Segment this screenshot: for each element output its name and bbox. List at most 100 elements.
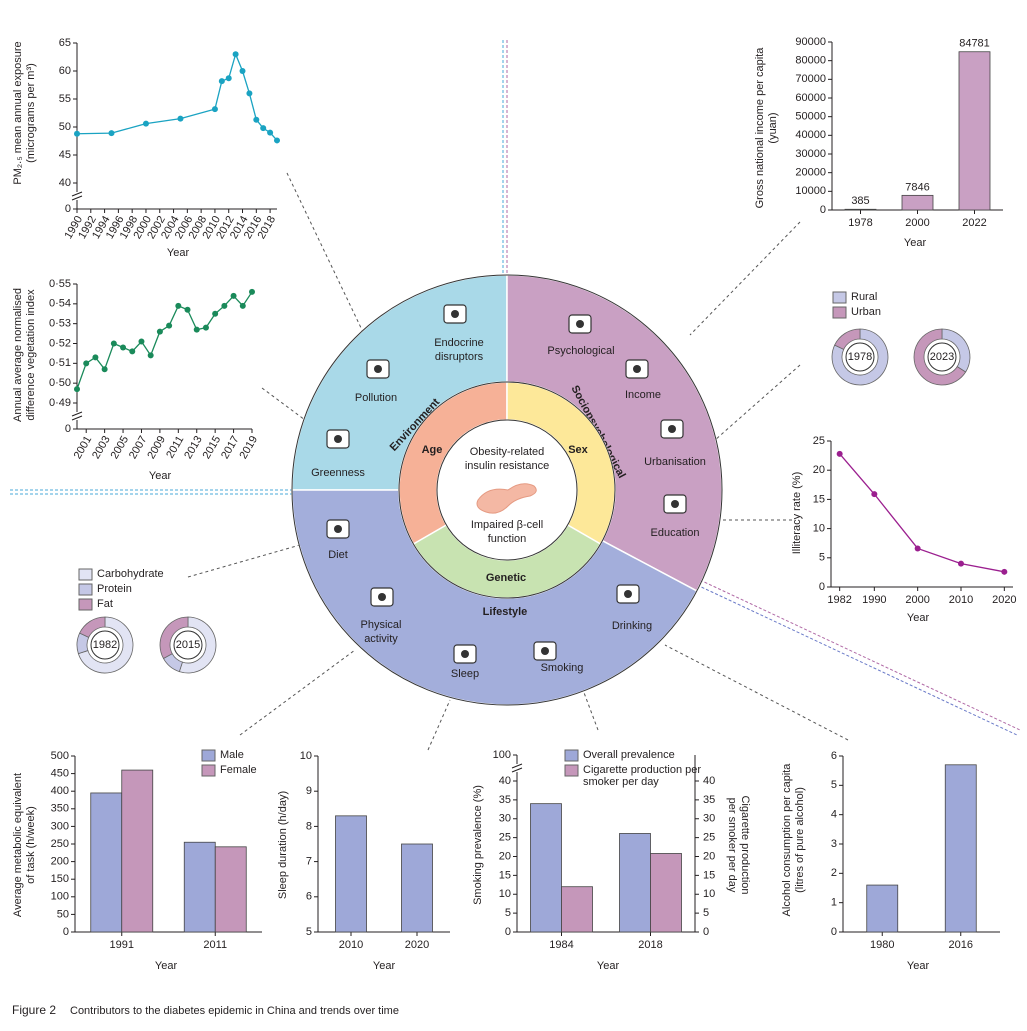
x-tick-label: 2017 (219, 434, 242, 461)
bar (866, 884, 899, 933)
legend-swatch (78, 583, 93, 596)
x-tick-label: 2003 (90, 434, 113, 461)
axis-break (71, 411, 83, 417)
point (120, 344, 127, 351)
center-label: insulin resistance (465, 460, 549, 472)
y-tick-label: 10 (300, 750, 312, 762)
bar (619, 833, 651, 933)
legend-label: Cigarette production per smoker per day (583, 764, 702, 788)
y-tick-label: 15 (813, 493, 825, 505)
data-label: 84781 (959, 38, 990, 50)
y-tick-label: 15 (499, 869, 511, 881)
center-label: Obesity-related (470, 446, 545, 458)
y-tick-label: 55 (59, 93, 71, 105)
factor-icon (461, 650, 469, 658)
axis-title: (litres of pure alcohol) (794, 787, 806, 893)
point (92, 354, 99, 361)
legend-swatch (201, 749, 216, 762)
y-tick-label: 450 (51, 768, 69, 780)
factor-icon (668, 425, 676, 433)
bar (90, 792, 123, 933)
x-axis-title: Year (597, 960, 620, 972)
y2-tick-label: 30 (703, 813, 715, 825)
x-tick-label: 2000 (905, 217, 929, 229)
x-tick-label: 2016 (949, 939, 973, 951)
donut-label: 1978 (848, 351, 872, 363)
x-tick-label: 2020 (992, 594, 1016, 606)
legend-label-box: Fat (97, 598, 113, 610)
point (230, 292, 237, 299)
y-tick-label: 3 (831, 838, 837, 850)
point (177, 115, 184, 122)
y-tick-label: 0·50 (49, 377, 71, 389)
x-tick-label: 2020 (405, 939, 429, 951)
diagram-outline (291, 274, 723, 706)
y2-tick-label: 35 (703, 794, 715, 806)
legend-swatch (832, 291, 847, 304)
bar (183, 841, 216, 933)
axis-title: (micrograms per m³) (25, 63, 37, 163)
y-tick-label: 0·51 (49, 357, 71, 369)
legend-label: Female (220, 764, 257, 776)
y-tick-label: 2 (831, 867, 837, 879)
donut-segment (834, 328, 861, 350)
y-tick-label: 250 (51, 838, 69, 850)
factor-icon (541, 647, 549, 655)
legend-label-box: Female (220, 764, 257, 776)
y-tick-label: 6 (831, 750, 837, 762)
y-tick-label: 60000 (795, 92, 826, 104)
x-tick-label: 2018 (638, 939, 662, 951)
point (211, 106, 218, 113)
donut-label: 2023 (930, 351, 954, 363)
y-tick-label: 4 (831, 809, 837, 821)
x-tick-label: 2015 (201, 434, 224, 461)
y-tick-label: 500 (51, 750, 69, 762)
y-tick-label: 30 (499, 813, 511, 825)
x-tick-label: 2009 (145, 434, 168, 461)
axis-title: Illiteracy rate (%) (791, 472, 803, 555)
point (74, 130, 80, 137)
point (202, 324, 209, 331)
x-tick-label: 2007 (127, 434, 150, 461)
data-label: 7846 (905, 181, 929, 193)
axis-title: (yuan) (767, 112, 779, 143)
bar (944, 764, 977, 933)
legend-label: Carbohydrate (97, 568, 164, 580)
x-tick-label: 2000 (905, 594, 929, 606)
y-tick-label: 5 (819, 552, 825, 564)
y-tick-label: 70000 (795, 73, 826, 85)
factor-icon (451, 310, 459, 318)
x-tick-label: 2010 (949, 594, 973, 606)
point (129, 348, 136, 355)
point (246, 90, 253, 97)
point (1001, 568, 1008, 575)
factor-label: Smoking (541, 662, 584, 674)
y-tick-label: 10000 (795, 185, 826, 197)
axis-break (511, 767, 523, 773)
point (175, 302, 182, 309)
point (232, 51, 239, 58)
bar (901, 194, 934, 211)
bar (958, 51, 991, 211)
axis-title: Smoking prevalence (%) (472, 785, 484, 905)
y-tick-label: 0·52 (49, 337, 71, 349)
axis-title: Sleep duration (h/day) (277, 791, 289, 899)
legend-label: Overall prevalence (583, 749, 675, 761)
donut-segment (913, 328, 967, 386)
y2-tick-label: 40 (703, 775, 715, 787)
donut-segment (831, 328, 889, 386)
bar (214, 846, 247, 933)
x-tick-label: 1991 (110, 939, 134, 951)
factor-icon (576, 320, 584, 328)
y-tick-label: 90000 (795, 36, 826, 48)
bar (844, 208, 877, 211)
point (267, 129, 274, 136)
axis-break (71, 195, 83, 201)
x-tick-label: 2001 (72, 434, 95, 461)
y-tick-label: 7 (306, 856, 312, 868)
x-axis-title: Year (373, 960, 396, 972)
y-tick-label: 10 (813, 523, 825, 535)
legend-label-box: Urban (851, 306, 881, 318)
donut-segment (77, 616, 134, 674)
y2-tick-label: 25 (703, 832, 715, 844)
